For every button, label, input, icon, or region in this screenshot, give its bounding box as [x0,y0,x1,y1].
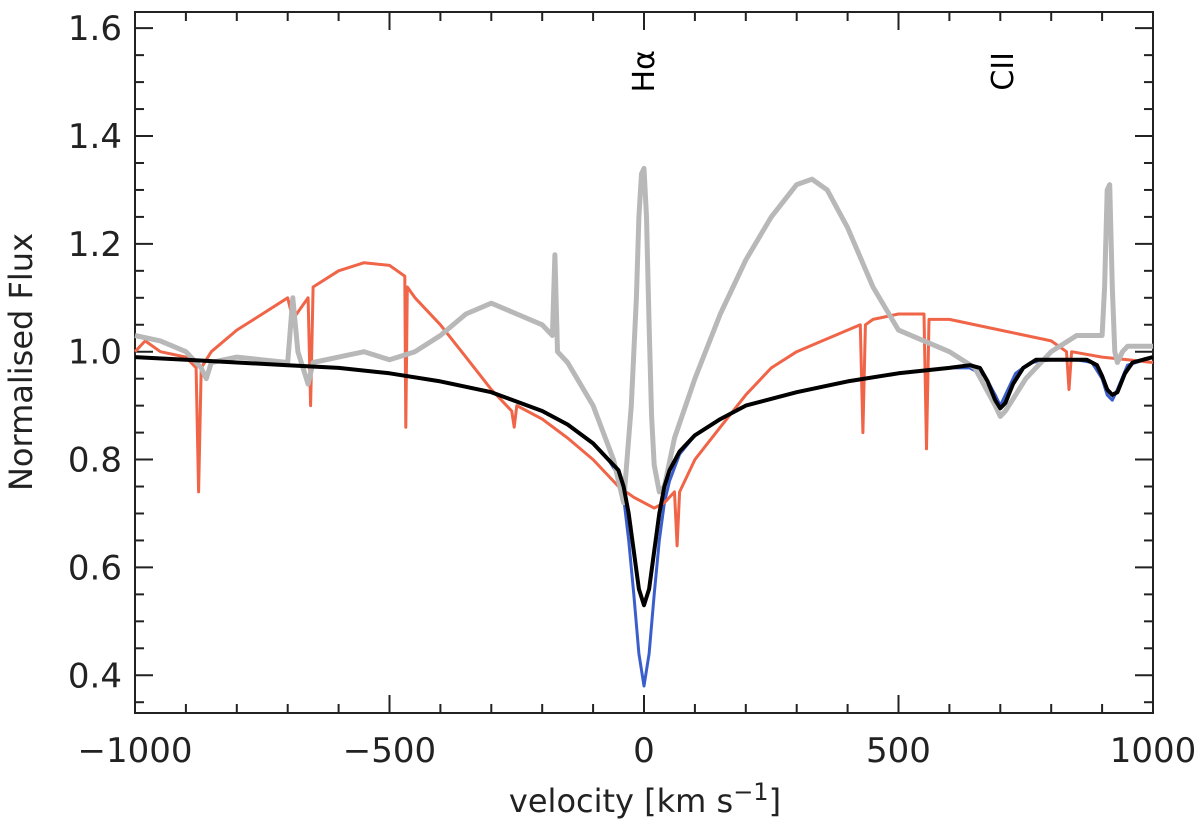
x-tick-label: 1000 [1110,731,1197,771]
series-layer [133,165,1154,688]
x-tick-label: −500 [343,731,436,771]
axis-ticks [134,12,1154,713]
x-axis-title: velocity [km s−1] [509,778,781,820]
y-axis-title: Normalised Flux [2,233,40,491]
y-tick-label: 1.6 [68,9,122,49]
y-tick-label: 1.2 [68,225,122,265]
series-line-model-fit [134,355,1154,608]
x-axis-title-exponent: −1 [733,778,768,806]
x-axis-title-bracket: ] [769,782,781,820]
x-tick-label: −1000 [77,731,192,771]
y-tick-label: 1.0 [68,333,122,373]
y-tick-label: 1.4 [68,117,122,157]
y-tick-label: 0.6 [68,548,122,588]
x-tick-label: 500 [866,731,931,771]
y-tick-label: 0.4 [68,656,122,696]
y-tick-label: 0.8 [68,441,122,481]
annotation-label: CII [986,52,1021,91]
x-tick-label: 0 [633,731,655,771]
annotation-label: Hα [627,50,662,92]
series-line-observed-grey [134,165,1153,506]
tick-labels: −1000 −500 0 500 1000 0.4 0.6 0.8 1.0 1.2 1.4 1.6 Hα… [68,9,1196,771]
